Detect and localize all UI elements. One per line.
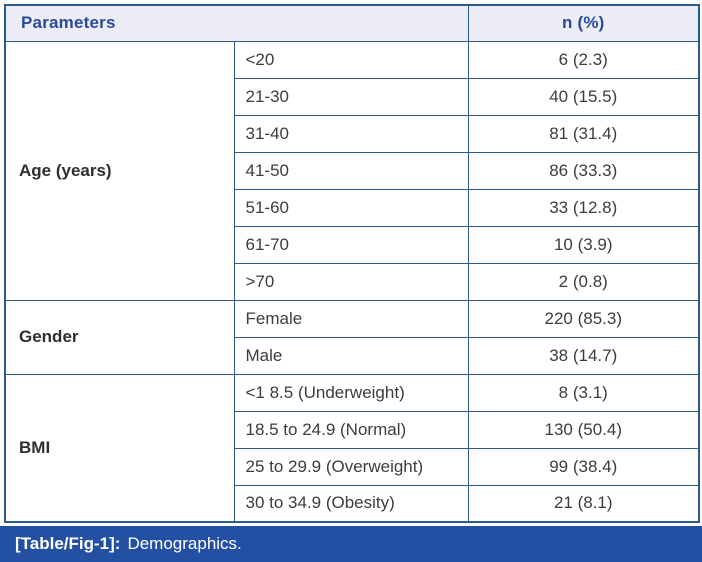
value-cell: 81 (31.4) (467, 114, 700, 153)
table-row: BMI <1 8.5 (Underweight) 8 (3.1) (4, 373, 700, 523)
value-cell: 38 (14.7) (467, 336, 700, 375)
value-cell: 40 (15.5) (467, 77, 700, 116)
column-header-n-percent: n (%) (467, 4, 700, 42)
category-cell: 25 to 29.9 (Overweight) (233, 447, 469, 486)
category-cell: Male (233, 336, 469, 375)
param-label-gender: Gender (4, 299, 235, 375)
value-cell: 130 (50.4) (467, 410, 700, 449)
category-cell: 18.5 to 24.9 (Normal) (233, 410, 469, 449)
category-cell: 41-50 (233, 151, 469, 190)
value-cell: 220 (85.3) (467, 299, 700, 338)
value-cell: 33 (12.8) (467, 188, 700, 227)
value-cell: 86 (33.3) (467, 151, 700, 190)
category-cell: 30 to 34.9 (Obesity) (233, 484, 469, 523)
table-row: 31-40 81 (31.4) (5, 114, 700, 153)
table-header-row: Parameters n (%) (4, 4, 700, 42)
category-cell: 21-30 (233, 77, 469, 116)
category-cell: >70 (233, 262, 469, 301)
category-cell: Female (233, 299, 469, 338)
table-row: 21-30 40 (15.5) (5, 77, 700, 116)
category-cell: <20 (233, 40, 469, 79)
demographics-table: Parameters n (%) Age (years) <20 6 (2.3)… (4, 4, 700, 523)
figure-caption: [Table/Fig-1]: Demographics. (0, 526, 702, 562)
column-header-parameters: Parameters (4, 4, 469, 42)
table-row: Age (years) <20 6 (2.3) (4, 40, 700, 301)
category-cell: 31-40 (233, 114, 469, 153)
table-row: 18.5 to 24.9 (Normal) 130 (50.4) (5, 410, 700, 449)
value-cell: 21 (8.1) (467, 484, 700, 523)
value-cell: 8 (3.1) (467, 373, 700, 412)
category-cell: 51-60 (233, 188, 469, 227)
table-row: >70 2 (0.8) (5, 262, 700, 301)
category-cell: 61-70 (233, 225, 469, 264)
table-row: 30 to 34.9 (Obesity) 21 (8.1) (5, 484, 700, 523)
figure-caption-text: Demographics. (127, 534, 242, 553)
value-cell: 99 (38.4) (467, 447, 700, 486)
value-cell: 6 (2.3) (467, 40, 700, 79)
table-row: Gender Female 220 (85.3) (4, 299, 700, 375)
figure-caption-tag: [Table/Fig-1]: (15, 534, 121, 553)
category-cell: <1 8.5 (Underweight) (233, 373, 469, 412)
param-label-bmi: BMI (4, 373, 235, 523)
value-cell: 2 (0.8) (467, 262, 700, 301)
value-cell: 10 (3.9) (467, 225, 700, 264)
param-label-age: Age (years) (4, 40, 235, 301)
table-figure: Parameters n (%) Age (years) <20 6 (2.3)… (0, 4, 702, 562)
